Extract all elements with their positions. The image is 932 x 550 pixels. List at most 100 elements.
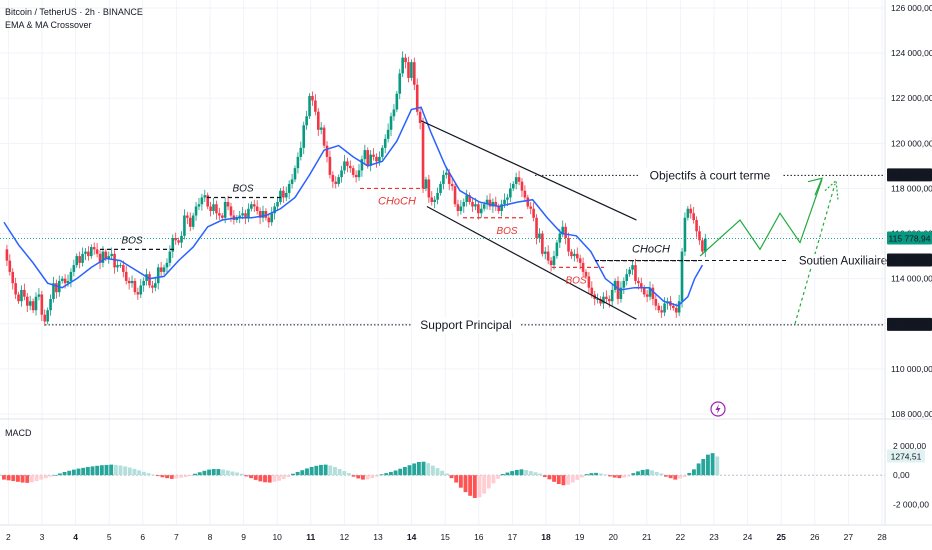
time-tick-label: 6 — [140, 532, 145, 542]
macd-bar — [291, 473, 295, 476]
candle-body — [610, 289, 614, 302]
symbol-title[interactable]: Bitcoin / TetherUS · 2h · BINANCE — [5, 7, 143, 17]
candle-body — [110, 253, 113, 257]
macd-bar — [701, 459, 706, 476]
macd-bar — [39, 475, 44, 480]
time-tick-label: 19 — [575, 532, 585, 542]
candle-body — [689, 208, 693, 214]
macd-bar — [253, 475, 258, 480]
time-tick-label: 8 — [208, 532, 213, 542]
candle-body — [255, 206, 259, 211]
macd-bar — [25, 475, 30, 483]
macd-bar — [183, 475, 188, 477]
candle-body — [369, 154, 372, 166]
macd-bar — [626, 475, 631, 477]
time-tick-label: 17 — [508, 532, 518, 542]
candle-body — [625, 274, 629, 281]
macd-bar — [207, 469, 212, 476]
candle-body — [552, 256, 556, 266]
macd-title[interactable]: MACD — [5, 428, 32, 438]
candle-body — [314, 100, 317, 112]
price-tick-label: 110 000,00 — [891, 364, 932, 374]
ema-line — [3, 106, 704, 307]
choch-label: CHoCH — [632, 244, 670, 256]
candle-body — [63, 278, 67, 284]
macd-bar — [370, 475, 375, 479]
candle-body — [471, 201, 474, 207]
macd-bar — [319, 464, 323, 476]
indicator-title[interactable]: EMA & MA Crossover — [5, 20, 92, 30]
macd-bar — [664, 475, 668, 477]
macd-bar — [342, 471, 347, 476]
candle-body — [296, 156, 300, 169]
macd-bar — [347, 473, 351, 476]
macd-bar — [76, 468, 81, 476]
channel-upper-line — [420, 120, 637, 221]
macd-bar — [575, 475, 580, 480]
candle-body — [154, 283, 157, 288]
time-tick-label: 16 — [474, 532, 484, 542]
macd-bar — [221, 469, 225, 476]
candle-body — [424, 179, 428, 189]
time-tick-label: 15 — [440, 532, 450, 542]
candle-body — [69, 271, 73, 281]
candle-body — [226, 201, 230, 207]
candle-body — [346, 161, 349, 166]
price-level-tag — [887, 253, 932, 267]
macd-tick-label: 0,00 — [893, 470, 910, 480]
candle-body — [413, 62, 416, 85]
candle-body — [60, 278, 64, 281]
time-tick-label: 3 — [40, 532, 45, 542]
candle-body — [445, 172, 448, 175]
candle-body — [517, 177, 521, 182]
macd-bar — [113, 464, 118, 476]
candle-body — [334, 181, 338, 184]
macd-bar — [62, 471, 67, 476]
macd-bar — [463, 475, 468, 493]
price-tick-label: 118 000,00 — [891, 183, 932, 193]
candle-body — [462, 201, 466, 207]
time-tick-label: 26 — [810, 532, 820, 542]
candle-body — [491, 201, 495, 207]
candle-body — [392, 109, 396, 117]
macd-bar — [151, 474, 156, 476]
candle-body — [631, 265, 634, 270]
macd-value-tag — [887, 449, 925, 463]
macd-bar — [430, 465, 435, 476]
candle-body — [331, 174, 335, 182]
price-tick-label: 124 000,00 — [891, 48, 932, 58]
price-level-tag-label: 115 778,94 — [889, 234, 931, 244]
price-tick-label: 114 000,00 — [891, 274, 932, 284]
candle-body — [549, 260, 553, 266]
candle-body — [558, 233, 562, 243]
candle-body — [634, 265, 637, 281]
candle-body — [637, 280, 640, 284]
candle-body — [197, 204, 201, 207]
dotted-projection-arrow-head — [824, 179, 839, 200]
macd-bar — [286, 475, 291, 477]
macd-bar — [333, 466, 337, 476]
candle-body — [183, 215, 186, 236]
candle-body — [570, 251, 573, 257]
candle-body — [302, 125, 306, 148]
candle-body — [87, 251, 90, 257]
macd-bar — [412, 463, 417, 476]
macd-bar — [449, 475, 454, 479]
macd-bar — [617, 475, 622, 479]
macd-tick-label: 2 000,00 — [893, 441, 926, 451]
macd-bar — [416, 461, 421, 476]
macd-bar — [444, 473, 449, 476]
macd-bar — [486, 475, 491, 489]
macd-bar — [104, 464, 109, 476]
macd-bar — [127, 467, 132, 476]
bos-label: BOS — [121, 235, 142, 246]
candle-body — [191, 215, 195, 227]
candle-body — [180, 235, 183, 243]
macd-bar — [85, 466, 90, 476]
soutien-label: Soutien Auxiliaire — [799, 256, 887, 268]
candle-body — [383, 138, 387, 148]
macd-bar — [43, 475, 48, 479]
candle-body — [209, 206, 212, 211]
candle-body — [92, 247, 96, 250]
